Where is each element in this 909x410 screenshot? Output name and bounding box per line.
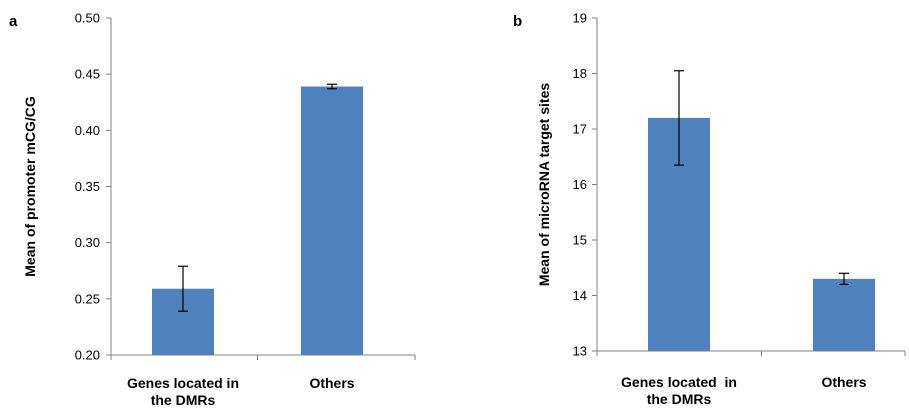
y-tick-label: 16 <box>573 177 587 192</box>
y-tick-label: 14 <box>573 288 587 303</box>
y-tick-label: 0.25 <box>75 291 100 306</box>
chart-panel-b: b Mean of microRNA target sites 13 14 15 16… <box>513 11 906 407</box>
error-bar <box>839 272 849 285</box>
y-axis-title-a: Mean of promoter mCG/CG <box>22 96 38 277</box>
y-tick-label: 19 <box>573 11 587 26</box>
bar <box>301 86 363 356</box>
y-tick-label: 18 <box>573 66 587 81</box>
error-bar <box>327 83 337 90</box>
panel-letter-b: b <box>513 13 522 30</box>
y-axis-title-b: Mean of microRNA target sites <box>536 83 552 287</box>
x-category-label: the DMRs <box>151 392 216 408</box>
x-category-label: the DMRs <box>647 391 712 407</box>
error-bar <box>674 70 684 166</box>
y-tick-label: 0.20 <box>75 348 100 363</box>
y-tick-label: 0.30 <box>75 235 100 250</box>
y-tick-label: 0.40 <box>75 123 100 138</box>
y-tick-label: 17 <box>573 122 587 137</box>
x-category-label: Others <box>309 375 354 391</box>
x-category-label: Genes located in <box>621 374 737 390</box>
x-category-label: Others <box>821 374 866 390</box>
x-category-label: Genes located in <box>127 375 239 391</box>
y-tick-label: 0.35 <box>75 179 100 194</box>
bar <box>813 278 875 351</box>
y-tick-label: 0.45 <box>75 67 100 82</box>
y-tick-label: 15 <box>573 233 587 248</box>
error-bar <box>178 265 188 312</box>
y-tick-label: 0.50 <box>75 11 100 26</box>
panel-letter-a: a <box>9 13 18 30</box>
chart-panel-a: a Mean of promoter mCG/CG 0.20 0.25 0.30 0.… <box>9 11 416 408</box>
y-tick-label: 13 <box>573 344 587 359</box>
